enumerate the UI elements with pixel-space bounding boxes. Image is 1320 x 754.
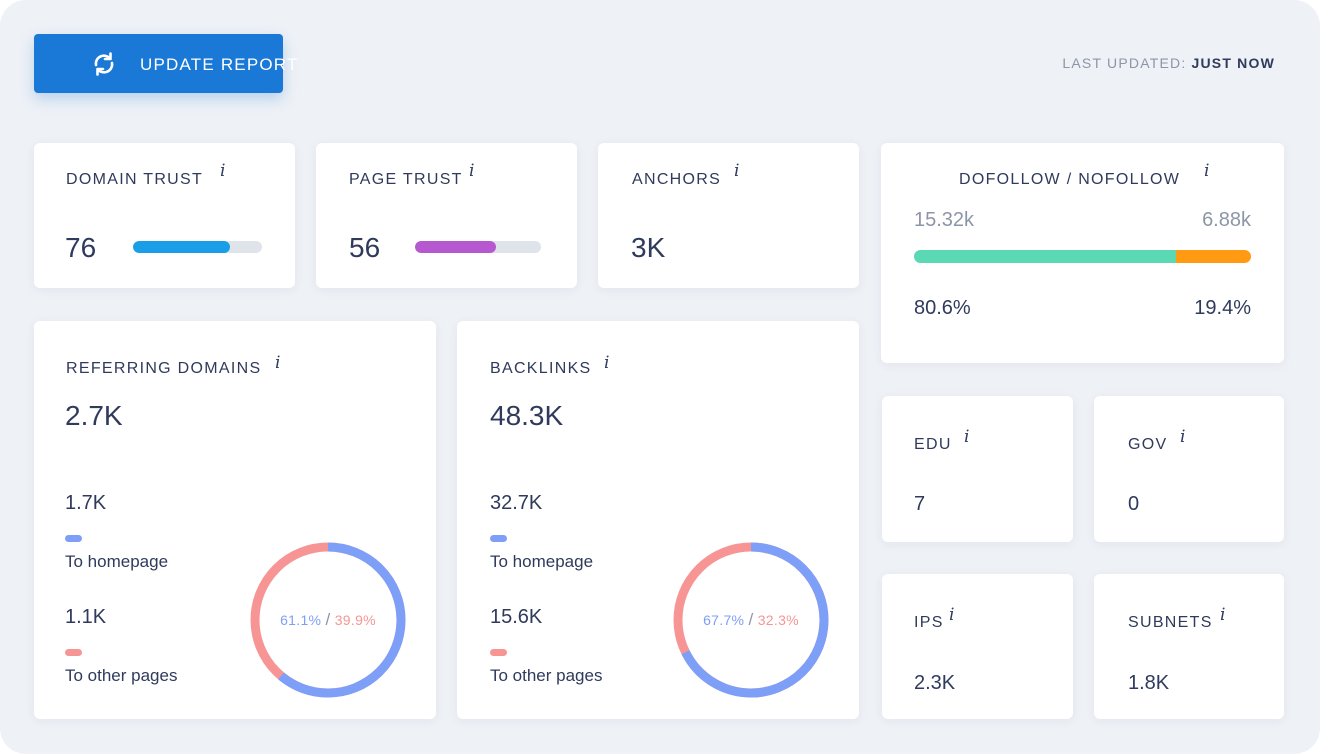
backlinks-homepage-label: To homepage	[490, 552, 594, 571]
gov-value: 0	[1128, 493, 1140, 515]
update-report-label: UPDATE REPORT	[140, 55, 299, 74]
backlinks-card: BACKLINKS i 48.3K 32.7K To homepage 15.6…	[457, 321, 859, 719]
other-pages-legend-swatch	[490, 649, 507, 656]
edu-value: 7	[914, 493, 926, 515]
domain-trust-bar	[133, 241, 262, 253]
dofollow-percent: 80.6%	[914, 297, 971, 319]
gov-card: GOV i 0	[1094, 396, 1284, 542]
dofollow-segment	[914, 250, 1176, 263]
nofollow-percent: 19.4%	[1194, 297, 1251, 319]
referring-domains-value: 2.7K	[65, 400, 123, 431]
subnets-value: 1.8K	[1128, 672, 1170, 694]
edu-label: EDU	[914, 436, 952, 453]
backlinks-donut-label: 67.7% / 32.3%	[671, 610, 831, 630]
backlinks-label: BACKLINKS	[490, 360, 592, 377]
backlinks-other-value: 15.6K	[490, 606, 543, 628]
edu-card: EDU i 7	[882, 396, 1073, 542]
domain-trust-label: DOMAIN TRUST	[66, 171, 204, 188]
backlinks-donut-secondary: 32.3%	[757, 612, 799, 628]
subnets-label: SUBNETS	[1128, 614, 1213, 631]
dofollow-card: DOFOLLOW / NOFOLLOW i 15.32k 6.88k 80.6%…	[881, 143, 1284, 363]
referring-donut-label: 61.1% / 39.9%	[248, 610, 408, 630]
dofollow-label: DOFOLLOW / NOFOLLOW	[959, 171, 1181, 188]
homepage-legend-swatch	[490, 535, 507, 542]
ips-card: IPS i 2.3K	[882, 574, 1073, 719]
subnets-info-icon[interactable]: i	[1220, 605, 1226, 625]
dofollow-info-icon[interactable]: i	[1204, 161, 1210, 181]
backlinks-other-label: To other pages	[490, 666, 603, 685]
page-trust-label: PAGE TRUST	[349, 171, 463, 188]
referring-domains-info-icon[interactable]: i	[275, 353, 281, 373]
referring_domains-donut-primary-arc	[250, 542, 406, 698]
backlinks-donut-chart: 67.7% / 32.3%	[671, 540, 831, 700]
backlinks-value: 48.3K	[490, 400, 564, 431]
page-trust-value: 56	[349, 232, 381, 263]
backlinks-donut-primary: 67.7%	[703, 612, 745, 628]
domain-trust-info-icon[interactable]: i	[220, 161, 226, 181]
refresh-icon	[89, 49, 119, 79]
last-updated: LAST UPDATED: JUST NOW	[1062, 55, 1275, 71]
page-trust-card: PAGE TRUST i 56	[316, 143, 577, 288]
dofollow-split-bar	[914, 250, 1251, 263]
page-trust-bar	[415, 241, 541, 253]
backlinks-donut-separator: /	[748, 610, 754, 629]
last-updated-value: JUST NOW	[1191, 55, 1275, 71]
ips-value: 2.3K	[914, 672, 956, 694]
domain-trust-card: DOMAIN TRUST i 76	[34, 143, 295, 288]
referring-donut-separator: /	[325, 610, 331, 629]
gov-label: GOV	[1128, 436, 1168, 453]
referring-donut-chart: 61.1% / 39.9%	[248, 540, 408, 700]
backlinks-info-icon[interactable]: i	[604, 353, 610, 373]
homepage-legend-swatch	[65, 535, 82, 542]
backlinks-donut-primary-arc	[673, 542, 829, 698]
referring-homepage-value: 1.7K	[65, 492, 107, 514]
backlinks-homepage-value: 32.7K	[490, 492, 543, 514]
last-updated-label: LAST UPDATED:	[1062, 55, 1187, 71]
other-pages-legend-swatch	[65, 649, 82, 656]
referring-donut-primary: 61.1%	[280, 612, 322, 628]
referring-homepage-label: To homepage	[65, 552, 169, 571]
referring-other-label: To other pages	[65, 666, 178, 685]
referring-domains-label: REFERRING DOMAINS	[66, 360, 262, 377]
subnets-card: SUBNETS i 1.8K	[1094, 574, 1284, 719]
domain-trust-bar-fill	[133, 241, 230, 253]
dofollow-count: 15.32k	[914, 209, 975, 231]
gov-info-icon[interactable]: i	[1180, 427, 1186, 447]
nofollow-count: 6.88k	[1202, 209, 1251, 231]
update-report-button[interactable]: UPDATE REPORT	[34, 34, 297, 93]
ips-info-icon[interactable]: i	[949, 605, 955, 625]
domain-trust-value: 76	[65, 232, 97, 263]
page-trust-info-icon[interactable]: i	[469, 161, 475, 181]
anchors-value: 3K	[631, 232, 666, 263]
anchors-card: ANCHORS i 3K	[598, 143, 859, 288]
page-trust-bar-fill	[415, 241, 496, 253]
anchors-label: ANCHORS	[632, 171, 722, 188]
referring-domains-card: REFERRING DOMAINS i 2.7K 1.7K To homepag…	[34, 321, 436, 719]
edu-info-icon[interactable]: i	[964, 427, 970, 447]
anchors-info-icon[interactable]: i	[734, 161, 740, 181]
nofollow-segment	[1175, 250, 1251, 263]
referring-donut-secondary: 39.9%	[334, 612, 376, 628]
ips-label: IPS	[914, 614, 944, 631]
referring-other-value: 1.1K	[65, 606, 107, 628]
